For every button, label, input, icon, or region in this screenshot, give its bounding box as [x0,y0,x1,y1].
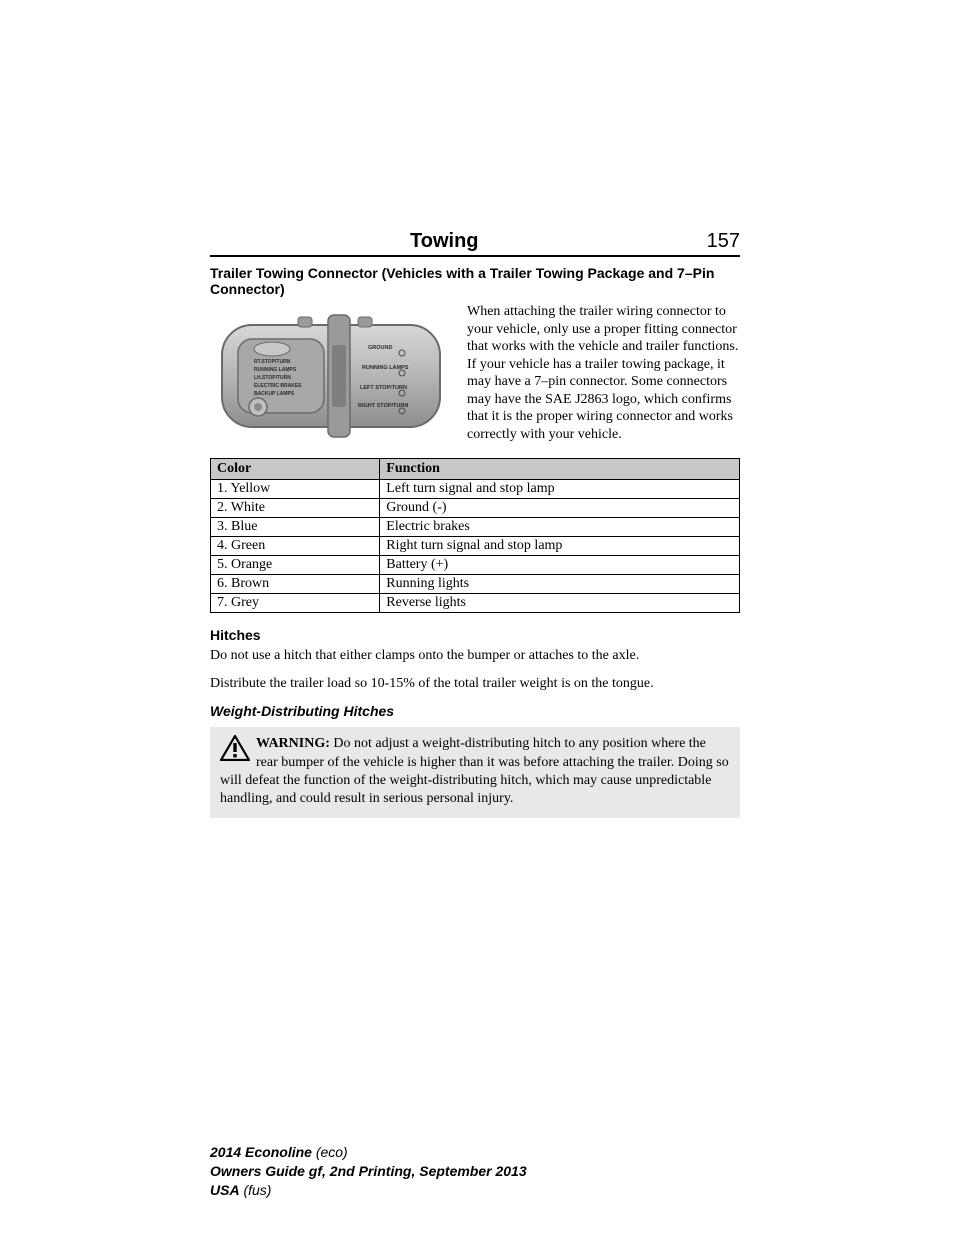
footer-code1: (eco) [312,1144,348,1160]
pin-table: Color Function 1. YellowLeft turn signal… [210,458,740,613]
connector-label: RUNNING LAMPS [254,367,297,373]
hitches-p1: Do not use a hitch that either clamps on… [210,647,740,665]
connector-label: BACKUP LAMPS [254,391,295,397]
table-row: 2. WhiteGround (-) [211,499,740,518]
table-header-function: Function [380,459,740,480]
connector-label: RIGHT STOP/TURN [358,403,408,409]
table-row: 6. BrownRunning lights [211,575,740,594]
footer-code2: (fus) [240,1182,272,1198]
warning-box: WARNING: Do not adjust a weight-distribu… [210,727,740,818]
page-header: Towing 157 [210,230,740,257]
connector-label: ELECTRIC BRAKES [254,383,302,389]
connector-label: GROUND [368,345,392,351]
section-heading: Trailer Towing Connector (Vehicles with … [210,265,740,297]
footer-guide: Owners Guide gf, 2nd Printing, September… [210,1162,527,1181]
intro-paragraph: When attaching the trailer wiring connec… [467,303,740,448]
connector-label: LH.STOP/TURN [254,375,291,381]
page-number: 157 [707,230,740,253]
warning-label: WARNING: [256,736,330,751]
table-header-color: Color [211,459,380,480]
hitches-p2: Distribute the trailer load so 10-15% of… [210,675,740,693]
connector-label: LEFT STOP/TURN [360,385,407,391]
page-content: Towing 157 Trailer Towing Connector (Veh… [210,230,740,818]
hitches-heading: Hitches [210,627,740,643]
table-row: 4. GreenRight turn signal and stop lamp [211,537,740,556]
connector-label: RT.STOP/TURN [254,359,291,365]
table-row: 5. OrangeBattery (+) [211,556,740,575]
footer-region: USA [210,1182,240,1198]
intro-block: RT.STOP/TURN RUNNING LAMPS LH.STOP/TURN … [210,303,740,448]
table-row: 3. BlueElectric brakes [211,518,740,537]
connector-label: RUNNING LAMPS [362,365,409,371]
table-row: 1. YellowLeft turn signal and stop lamp [211,480,740,499]
warning-icon [220,735,250,761]
connector-illustration: RT.STOP/TURN RUNNING LAMPS LH.STOP/TURN … [210,303,455,448]
page-footer: 2014 Econoline (eco) Owners Guide gf, 2n… [210,1143,527,1200]
footer-model: 2014 Econoline [210,1144,312,1160]
chapter-title: Towing [410,230,479,253]
wd-hitches-heading: Weight-Distributing Hitches [210,703,740,719]
table-row: 7. GreyReverse lights [211,594,740,613]
